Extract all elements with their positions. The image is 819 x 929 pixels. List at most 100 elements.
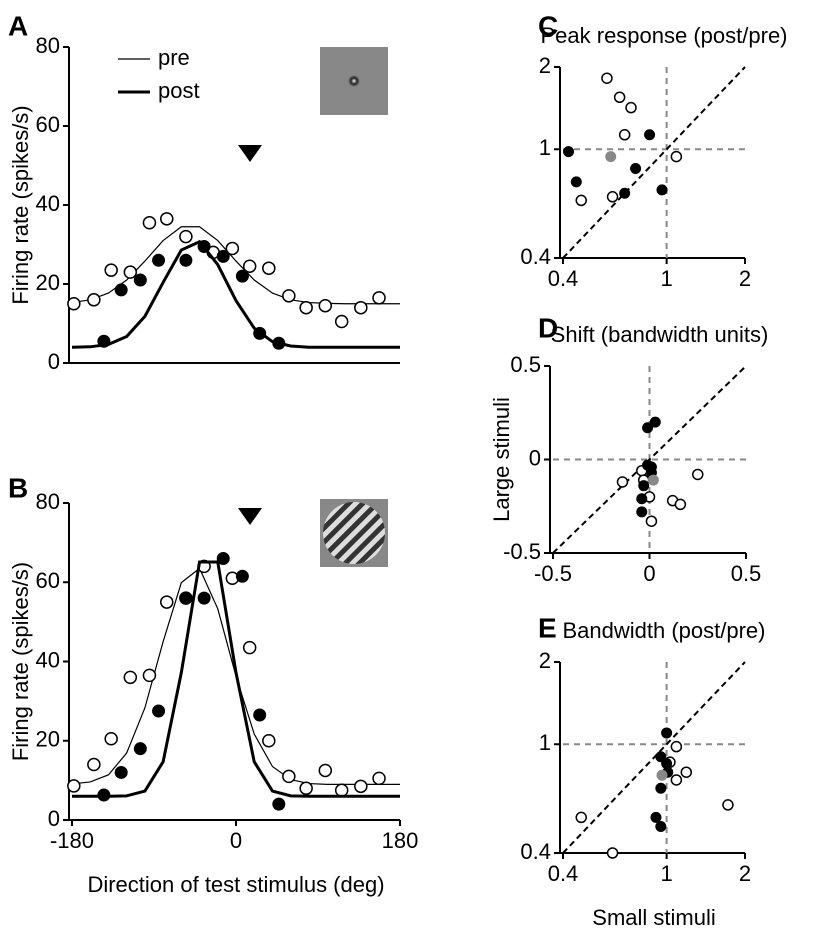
- identity-line: [562, 661, 746, 854]
- data-point: [625, 101, 637, 114]
- data-point: [372, 291, 386, 305]
- data-point: [123, 670, 138, 685]
- data-point: [618, 129, 631, 141]
- identity-line: [562, 66, 746, 259]
- y-tick-label: 2: [539, 53, 551, 78]
- data-point: [235, 269, 249, 283]
- y-tick-label: 1: [539, 730, 551, 755]
- data-point: [104, 263, 118, 277]
- data-point: [87, 293, 101, 307]
- y-tick-label: 20: [36, 727, 60, 752]
- data-point: [563, 146, 575, 158]
- data-point: [619, 187, 631, 199]
- data-point: [133, 273, 147, 287]
- data-point: [282, 289, 296, 303]
- data-point: [616, 476, 629, 488]
- y-tick-label: 2: [539, 648, 551, 673]
- x-tick-label: -180: [50, 828, 94, 853]
- data-point: [142, 668, 157, 683]
- fit-curve: [71, 239, 400, 349]
- direction-marker: [238, 145, 262, 162]
- data-point: [670, 774, 683, 786]
- data-point: [570, 176, 582, 188]
- data-point: [661, 758, 673, 770]
- data-point: [318, 298, 333, 313]
- y-tick-label: 40: [36, 647, 60, 672]
- data-point: [197, 591, 211, 605]
- data-point: [575, 811, 587, 824]
- data-point: [670, 740, 683, 753]
- y-axis-label: Firing rate (spikes/s): [8, 562, 33, 761]
- y-tick-label: -0.5: [503, 539, 541, 564]
- x-tick-label: 0.4: [548, 861, 579, 886]
- data-point: [160, 595, 174, 609]
- data-point: [299, 781, 313, 796]
- data-point: [318, 763, 333, 778]
- y-axis-label: Firing rate (spikes/s): [8, 105, 33, 304]
- data-point: [644, 129, 656, 141]
- x-tick-label: 0.4: [548, 266, 579, 291]
- y-tick-label: 0: [48, 806, 60, 831]
- data-point: [197, 239, 211, 253]
- data-point: [636, 493, 648, 505]
- y-axis-label: Large stimuli: [489, 397, 514, 522]
- x-tick-label: -0.5: [534, 561, 572, 586]
- data-point: [334, 314, 349, 329]
- data-point: [722, 799, 734, 811]
- data-point: [354, 779, 368, 794]
- data-point: [636, 506, 648, 518]
- data-point: [216, 249, 230, 263]
- y-tick-label: 0.5: [510, 352, 541, 377]
- data-point: [97, 788, 111, 802]
- stimulus-blob: [348, 75, 360, 87]
- data-point: [87, 757, 101, 772]
- y-tick-label: 40: [36, 191, 60, 216]
- stimulus-grating: [323, 502, 385, 564]
- data-point: [253, 708, 267, 722]
- data-point: [661, 727, 673, 739]
- data-point: [242, 259, 257, 273]
- data-point: [601, 72, 613, 84]
- data-point: [216, 551, 230, 565]
- data-point: [272, 336, 286, 350]
- fit-curve: [71, 226, 400, 305]
- panel-title: Peak response (post/pre): [540, 23, 787, 48]
- panel-letter: D: [538, 312, 558, 343]
- data-point: [242, 640, 257, 655]
- data-point: [605, 151, 617, 163]
- x-tick-label: 0: [643, 561, 655, 586]
- y-tick-label: 80: [36, 33, 60, 58]
- data-point: [142, 216, 157, 230]
- data-point: [692, 468, 704, 481]
- direction-marker: [238, 508, 262, 525]
- data-point: [225, 241, 240, 256]
- identity-line: [552, 365, 747, 554]
- data-point: [680, 766, 693, 778]
- data-point: [656, 184, 668, 196]
- data-point: [650, 811, 662, 823]
- data-point: [575, 194, 587, 207]
- data-point: [114, 765, 128, 779]
- x-tick-label: 1: [660, 266, 672, 291]
- data-point: [674, 498, 687, 511]
- data-point: [123, 265, 138, 279]
- data-point: [299, 300, 313, 315]
- data-point: [104, 732, 118, 746]
- data-point: [649, 416, 661, 428]
- data-point: [114, 283, 128, 297]
- data-point: [253, 326, 267, 340]
- legend-label: pre: [158, 45, 190, 70]
- y-tick-label: 0.4: [520, 244, 551, 269]
- panel-letter: A: [8, 10, 28, 41]
- data-point: [670, 150, 683, 163]
- data-point: [282, 769, 296, 784]
- x-tick-label: 2: [739, 266, 751, 291]
- data-point: [655, 821, 667, 833]
- y-tick-label: 0: [48, 349, 60, 374]
- data-point: [235, 569, 249, 583]
- data-point: [613, 91, 626, 103]
- data-point: [354, 300, 368, 315]
- y-tick-label: 20: [36, 270, 60, 295]
- data-point: [630, 163, 642, 175]
